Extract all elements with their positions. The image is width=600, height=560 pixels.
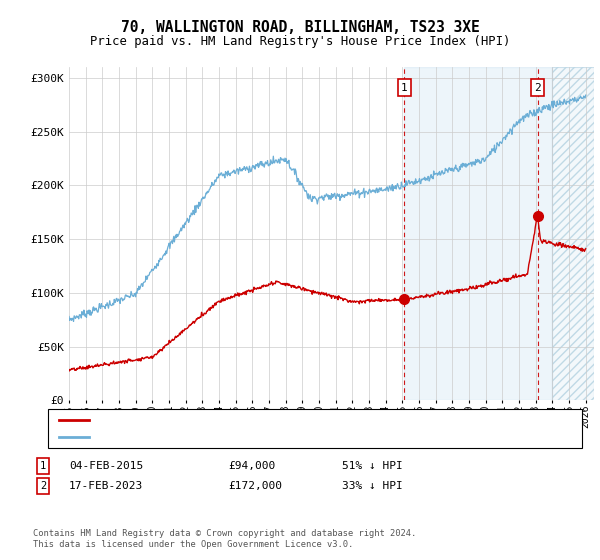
Text: 51% ↓ HPI: 51% ↓ HPI xyxy=(342,461,403,471)
Bar xyxy=(553,67,594,400)
Bar xyxy=(404,67,553,400)
Text: 2: 2 xyxy=(40,481,46,491)
Text: 70, WALLINGTON ROAD, BILLINGHAM, TS23 3XE: 70, WALLINGTON ROAD, BILLINGHAM, TS23 3X… xyxy=(121,20,479,35)
Text: 17-FEB-2023: 17-FEB-2023 xyxy=(69,481,143,491)
Text: HPI: Average price, detached house, Stockton-on-Tees: HPI: Average price, detached house, Stoc… xyxy=(98,432,410,442)
Text: 1: 1 xyxy=(40,461,46,471)
Text: 1: 1 xyxy=(401,83,408,92)
Text: 33% ↓ HPI: 33% ↓ HPI xyxy=(342,481,403,491)
Text: Contains HM Land Registry data © Crown copyright and database right 2024.
This d: Contains HM Land Registry data © Crown c… xyxy=(33,529,416,549)
Text: 70, WALLINGTON ROAD, BILLINGHAM, TS23 3XE (detached house): 70, WALLINGTON ROAD, BILLINGHAM, TS23 3X… xyxy=(98,415,446,425)
Text: Price paid vs. HM Land Registry's House Price Index (HPI): Price paid vs. HM Land Registry's House … xyxy=(90,35,510,48)
Bar xyxy=(553,67,594,400)
Text: £172,000: £172,000 xyxy=(228,481,282,491)
Text: £94,000: £94,000 xyxy=(228,461,275,471)
Text: 04-FEB-2015: 04-FEB-2015 xyxy=(69,461,143,471)
Text: 2: 2 xyxy=(534,83,541,92)
